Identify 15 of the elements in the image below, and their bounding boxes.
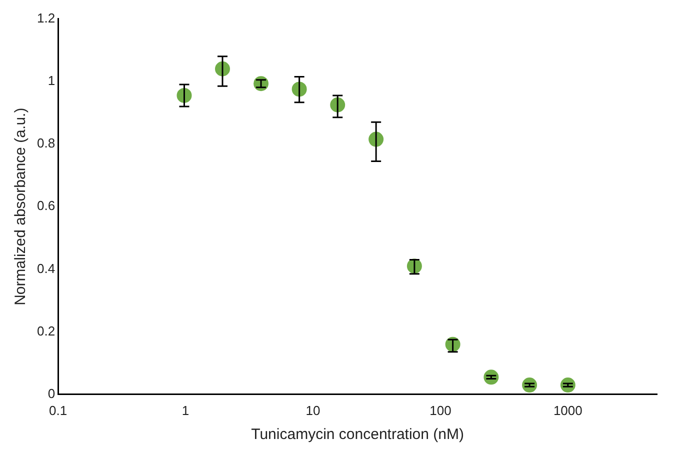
x-axis-title: Tunicamycin concentration (nM) (251, 426, 464, 444)
y-tick-label: 0 (48, 386, 56, 401)
y-tick-label: 0.8 (36, 136, 56, 151)
x-tick-label: 1000 (553, 402, 582, 418)
x-tick-label: 1 (182, 402, 190, 418)
y-tick-label: 0.6 (36, 198, 56, 214)
point (254, 76, 269, 92)
x-tick-label: 100 (430, 402, 452, 418)
y-axis-title: Normalized absorbance (a.u.) (12, 108, 30, 306)
x-tick-label: 0.1 (49, 402, 68, 418)
y-tick-label: 1.2 (36, 10, 56, 26)
y-tick-label: 0.4 (36, 260, 56, 276)
y-tick-label: 0.2 (36, 323, 56, 338)
x-tick-label: 10 (306, 402, 320, 418)
y-tick-label: 1 (48, 72, 56, 88)
